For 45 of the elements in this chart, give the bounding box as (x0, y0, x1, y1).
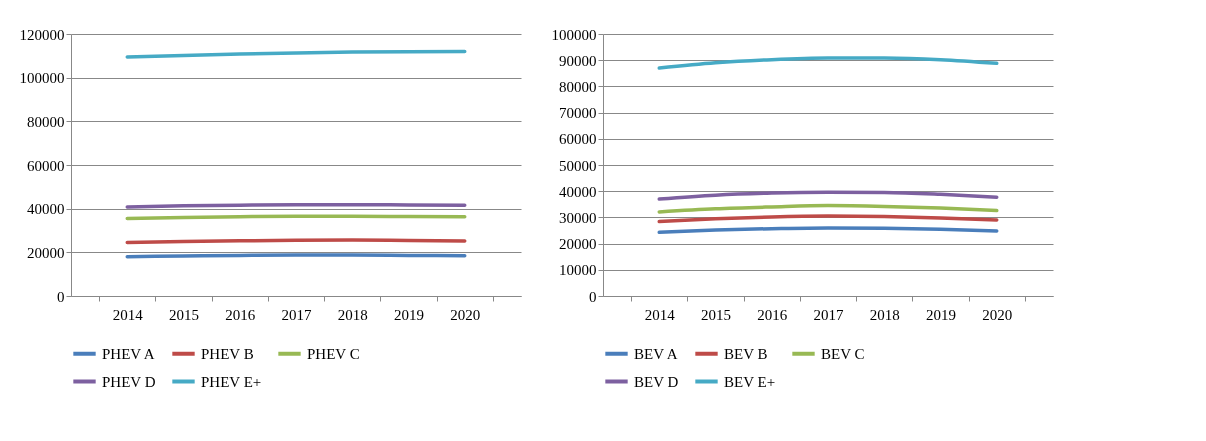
y-tick-label: 80000 (27, 113, 65, 130)
y-tick-label: 20000 (27, 244, 65, 261)
legend-label: BEV E+ (724, 373, 776, 390)
x-tick-label: 2018 (869, 306, 900, 323)
y-tick-label: 100000 (551, 26, 597, 43)
line-series (657, 203, 999, 214)
y-tick-label: 30000 (559, 209, 597, 226)
y-tick-label: 0 (57, 288, 65, 305)
y-tick-label: 70000 (559, 105, 597, 122)
legend-label: BEV D (634, 373, 679, 390)
y-tick-label: 90000 (559, 52, 597, 69)
line-series (657, 190, 999, 201)
y-tick-label: 50000 (559, 157, 597, 174)
line-series (657, 56, 999, 70)
legend-label: BEV B (724, 345, 768, 362)
y-tick-label: 60000 (27, 157, 65, 174)
legend-label: PHEV C (307, 345, 360, 362)
y-tick-label: 40000 (27, 201, 65, 218)
x-tick-label: 2018 (337, 306, 368, 323)
x-tick-label: 2019 (926, 306, 956, 323)
legend-label: PHEV B (201, 345, 254, 362)
x-tick-label: 2014 (112, 306, 144, 323)
legend-label: BEV A (634, 345, 678, 362)
legend-label: PHEV D (102, 373, 156, 390)
y-tick-label: 80000 (559, 78, 597, 95)
y-tick-label: 100000 (19, 70, 65, 87)
y-tick-label: 120000 (19, 26, 65, 43)
x-tick-label: 2016 (757, 306, 788, 323)
x-tick-label: 2014 (644, 306, 676, 323)
y-tick-label: 60000 (559, 131, 597, 148)
x-tick-label: 2015 (701, 306, 731, 323)
y-tick-label: 20000 (559, 236, 597, 253)
legend-label: PHEV E+ (201, 373, 262, 390)
x-tick-label: 2019 (394, 306, 424, 323)
x-tick-label: 2015 (169, 306, 199, 323)
y-tick-label: 10000 (559, 262, 597, 279)
legend-label: PHEV A (102, 345, 155, 362)
y-tick-label: 0 (589, 288, 597, 305)
legend-label: BEV C (821, 345, 865, 362)
x-tick-label: 2020 (982, 306, 1013, 323)
y-tick-label: 40000 (559, 183, 597, 200)
x-tick-label: 2020 (450, 306, 481, 323)
x-tick-label: 2017 (813, 306, 844, 323)
x-tick-label: 2017 (281, 306, 312, 323)
x-tick-label: 2016 (225, 306, 256, 323)
